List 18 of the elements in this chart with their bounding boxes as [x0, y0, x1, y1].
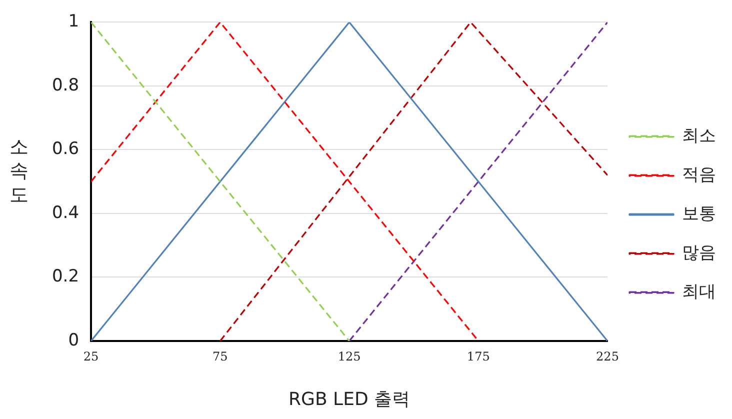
legend-label: 많음 [682, 242, 716, 263]
y-tick-label: 1 [68, 12, 80, 32]
y-tick-label: 0.6 [52, 139, 80, 160]
x-tick-label: 175 [466, 349, 490, 364]
x-axis-title: RGB LED 출력 [288, 388, 410, 410]
y-axis-title: 소속도 [8, 135, 30, 207]
x-tick-label: 125 [338, 349, 361, 364]
y-tick-label: 0.4 [52, 202, 80, 223]
y-tick-label: 0.2 [52, 266, 80, 287]
legend-label: 적음 [682, 164, 716, 185]
y-tick-label: 0 [68, 330, 80, 350]
x-tick-label: 75 [212, 349, 228, 364]
legend-label: 최소 [682, 126, 716, 146]
legend-label: 최대 [682, 282, 716, 302]
x-tick-label: 225 [596, 349, 619, 364]
y-tick-label: 0.8 [52, 75, 80, 96]
x-tick-label: 25 [83, 349, 99, 364]
legend-label: 보통 [682, 204, 716, 224]
